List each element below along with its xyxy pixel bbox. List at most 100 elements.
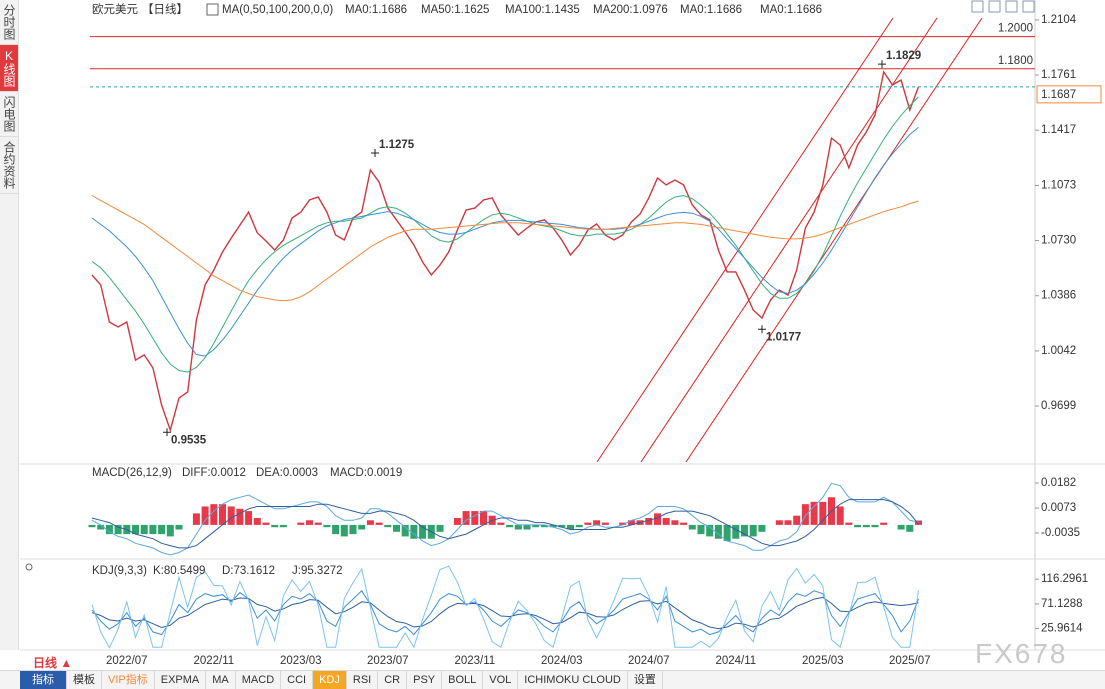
legend-item: MA0:1.1686	[345, 4, 407, 16]
y-tick-label: 1.0386	[1041, 290, 1076, 302]
chart: 1.2104 1.1761 1.1417 1.1073 1.0730 1.0386 1.00…	[20, 0, 1105, 667]
toolbar-icon[interactable]	[988, 0, 1001, 13]
tab[interactable]: 指标	[20, 671, 67, 689]
macd-bar	[671, 520, 679, 525]
legend-item: D:73.1612	[222, 565, 275, 577]
tab[interactable]: 模板	[67, 671, 102, 689]
tab[interactable]: VOL	[483, 671, 519, 689]
macd-bar	[697, 524, 705, 535]
legend-item: MA200:1.0976	[593, 4, 668, 16]
y-tick-label: 1.0042	[1041, 345, 1076, 357]
settings-icon[interactable]	[25, 563, 33, 571]
legend-item: J:95.3272	[292, 565, 343, 577]
series-line	[91, 126, 919, 357]
legend-item: DEA:0.0003	[256, 467, 318, 479]
toolbar-icon[interactable]	[1022, 0, 1035, 13]
macd-bar	[419, 524, 427, 539]
toolbar-icons	[971, 0, 1035, 13]
macd-bar	[662, 517, 670, 525]
x-tick-label: 2024/07	[628, 655, 670, 667]
macd-bar	[915, 520, 922, 525]
series-line	[91, 596, 919, 630]
sidebar-tab[interactable]: 闪电图	[0, 92, 18, 137]
tab[interactable]: CR	[378, 671, 408, 689]
macd-bar	[619, 522, 627, 525]
legend-item: K:80.5499	[153, 565, 205, 577]
macd-bar	[784, 520, 792, 525]
macd-bar	[601, 522, 609, 525]
timeframe[interactable]: 日线 ▲	[33, 656, 73, 670]
tab[interactable]: KDJ	[313, 671, 347, 689]
toolbar-icon[interactable]	[1005, 0, 1018, 13]
tab[interactable]: EXPMA	[155, 671, 207, 689]
macd-bar	[227, 506, 235, 525]
tab[interactable]: PSY	[407, 671, 443, 689]
extreme-label: 1.1275	[379, 139, 415, 151]
series-line	[91, 590, 919, 636]
macd-bar	[723, 524, 731, 542]
y-tick-label: 71.1288	[1041, 598, 1083, 610]
tab[interactable]: 设置	[628, 671, 663, 689]
toolbar-icon[interactable]	[971, 0, 984, 13]
tab[interactable]: RSI	[347, 671, 379, 689]
macd-bar	[906, 524, 914, 532]
macd-bar	[480, 511, 487, 525]
macd-bar	[584, 522, 592, 525]
extreme-marker	[758, 325, 766, 334]
macd-bar	[88, 524, 96, 528]
extreme-marker	[163, 428, 171, 437]
macd-bar	[306, 520, 313, 525]
series-line	[91, 499, 919, 549]
horizontal-line-label: 1.2000	[998, 23, 1033, 35]
macd-bar	[854, 524, 862, 528]
y-tick-label: 25.9614	[1041, 623, 1083, 635]
series-line	[91, 195, 919, 302]
macd-bar	[219, 504, 226, 525]
sidebar-tab[interactable]: 分时图	[0, 0, 18, 45]
trend-channel	[596, 17, 983, 462]
tab[interactable]: MACD	[236, 671, 282, 689]
macd-bar	[358, 524, 366, 530]
period: 【日线】	[142, 2, 188, 16]
x-tick-label: 2022/07	[106, 655, 148, 667]
channel-line	[685, 17, 983, 462]
macd-bar	[514, 524, 522, 530]
macd-bar	[680, 522, 688, 525]
horizontal-line-label: 1.1800	[998, 55, 1033, 67]
channel-line	[640, 17, 938, 462]
legend-item: MA100:1.1435	[505, 4, 580, 16]
macd-bar	[654, 513, 661, 525]
tab[interactable]: MA	[206, 671, 236, 689]
macd-bar	[297, 522, 305, 525]
macd-bar	[845, 522, 853, 525]
extreme-label: 1.0177	[766, 331, 801, 343]
symbol: 欧元美元	[92, 2, 138, 16]
macd-bar	[271, 524, 279, 528]
tab[interactable]: BOLL	[442, 671, 484, 689]
macd-bar	[158, 524, 166, 535]
series-line	[91, 565, 919, 649]
macd-bar	[836, 506, 844, 525]
series-line	[91, 70, 920, 433]
indicator: MA(0,50,100,200,0,0)	[222, 4, 333, 16]
legend-item: MA0:1.1686	[760, 4, 822, 16]
macd-bar	[627, 520, 635, 525]
tab[interactable]: ICHIMOKU CLOUD	[518, 671, 628, 689]
macd-bar	[236, 508, 244, 525]
macd-bar	[506, 524, 514, 528]
macd-bar	[645, 517, 653, 525]
extreme-label: 0.9535	[171, 434, 207, 446]
extreme-label: 1.1829	[886, 50, 921, 62]
pane-title: KDJ(9,3,3)	[92, 565, 147, 577]
tab[interactable]: CCI	[281, 671, 314, 689]
macd-bar	[384, 524, 392, 528]
indicator-icon[interactable]	[206, 3, 219, 16]
macd-bar	[97, 524, 105, 530]
last-price-box	[1036, 85, 1102, 104]
sidebar-tab[interactable]: K线图	[0, 45, 18, 92]
macd-bar	[323, 524, 331, 528]
sidebar-tab[interactable]: 合约资料	[0, 137, 18, 194]
x-tick-label: 2025/07	[889, 655, 931, 667]
tab[interactable]: VIP指标	[102, 671, 155, 689]
